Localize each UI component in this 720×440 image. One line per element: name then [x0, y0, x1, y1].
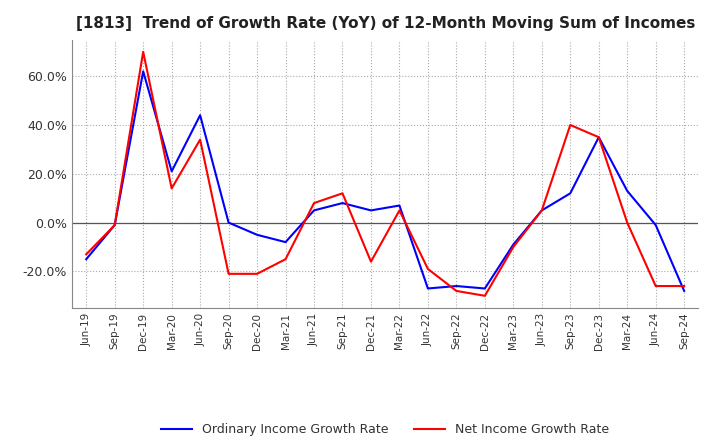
Ordinary Income Growth Rate [196, 113, 204, 118]
Net Income Growth Rate [452, 288, 461, 293]
Ordinary Income Growth Rate [537, 208, 546, 213]
Ordinary Income Growth Rate [338, 201, 347, 206]
Ordinary Income Growth Rate [282, 239, 290, 245]
Net Income Growth Rate [366, 259, 375, 264]
Ordinary Income Growth Rate [452, 283, 461, 289]
Net Income Growth Rate [225, 271, 233, 276]
Ordinary Income Growth Rate [225, 220, 233, 225]
Ordinary Income Growth Rate [652, 222, 660, 227]
Ordinary Income Growth Rate [480, 286, 489, 291]
Net Income Growth Rate [253, 271, 261, 276]
Net Income Growth Rate [139, 49, 148, 55]
Net Income Growth Rate [282, 257, 290, 262]
Net Income Growth Rate [338, 191, 347, 196]
Ordinary Income Growth Rate [623, 188, 631, 194]
Net Income Growth Rate [167, 186, 176, 191]
Ordinary Income Growth Rate [423, 286, 432, 291]
Ordinary Income Growth Rate [253, 232, 261, 238]
Ordinary Income Growth Rate [366, 208, 375, 213]
Net Income Growth Rate [680, 283, 688, 289]
Ordinary Income Growth Rate [82, 257, 91, 262]
Net Income Growth Rate [395, 208, 404, 213]
Title: [1813]  Trend of Growth Rate (YoY) of 12-Month Moving Sum of Incomes: [1813] Trend of Growth Rate (YoY) of 12-… [76, 16, 695, 32]
Legend: Ordinary Income Growth Rate, Net Income Growth Rate: Ordinary Income Growth Rate, Net Income … [156, 418, 614, 440]
Ordinary Income Growth Rate [680, 288, 688, 293]
Ordinary Income Growth Rate [139, 69, 148, 74]
Net Income Growth Rate [595, 135, 603, 140]
Net Income Growth Rate [480, 293, 489, 298]
Net Income Growth Rate [652, 283, 660, 289]
Ordinary Income Growth Rate [110, 222, 119, 227]
Net Income Growth Rate [196, 137, 204, 142]
Ordinary Income Growth Rate [395, 203, 404, 208]
Ordinary Income Growth Rate [167, 169, 176, 174]
Net Income Growth Rate [423, 266, 432, 271]
Net Income Growth Rate [82, 252, 91, 257]
Net Income Growth Rate [623, 220, 631, 225]
Ordinary Income Growth Rate [509, 242, 518, 247]
Line: Net Income Growth Rate: Net Income Growth Rate [86, 52, 684, 296]
Ordinary Income Growth Rate [310, 208, 318, 213]
Net Income Growth Rate [310, 201, 318, 206]
Line: Ordinary Income Growth Rate: Ordinary Income Growth Rate [86, 71, 684, 291]
Ordinary Income Growth Rate [595, 135, 603, 140]
Net Income Growth Rate [110, 222, 119, 227]
Ordinary Income Growth Rate [566, 191, 575, 196]
Net Income Growth Rate [509, 244, 518, 249]
Net Income Growth Rate [566, 122, 575, 128]
Net Income Growth Rate [537, 208, 546, 213]
